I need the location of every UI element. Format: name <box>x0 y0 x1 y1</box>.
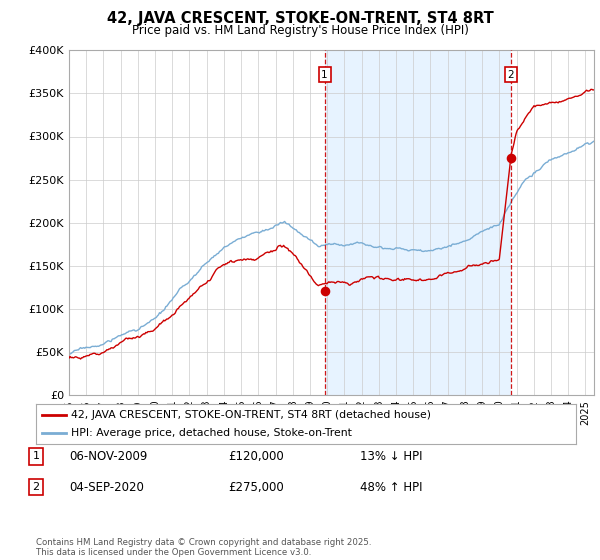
Point <box>320 287 329 296</box>
Text: 42, JAVA CRESCENT, STOKE-ON-TRENT, ST4 8RT: 42, JAVA CRESCENT, STOKE-ON-TRENT, ST4 8… <box>107 11 493 26</box>
Text: 1: 1 <box>322 69 328 80</box>
Text: 2: 2 <box>508 69 514 80</box>
Text: £120,000: £120,000 <box>228 450 284 463</box>
Text: 06-NOV-2009: 06-NOV-2009 <box>69 450 148 463</box>
Text: Contains HM Land Registry data © Crown copyright and database right 2025.
This d: Contains HM Land Registry data © Crown c… <box>36 538 371 557</box>
Bar <box>325 50 511 395</box>
Text: Price paid vs. HM Land Registry's House Price Index (HPI): Price paid vs. HM Land Registry's House … <box>131 24 469 36</box>
Point <box>506 153 515 162</box>
Text: 13% ↓ HPI: 13% ↓ HPI <box>360 450 422 463</box>
Text: HPI: Average price, detached house, Stoke-on-Trent: HPI: Average price, detached house, Stok… <box>71 428 352 438</box>
Text: 1: 1 <box>32 451 40 461</box>
Text: 48% ↑ HPI: 48% ↑ HPI <box>360 480 422 494</box>
Text: £275,000: £275,000 <box>228 480 284 494</box>
Text: 04-SEP-2020: 04-SEP-2020 <box>69 480 144 494</box>
Text: 2: 2 <box>32 482 40 492</box>
Text: 42, JAVA CRESCENT, STOKE-ON-TRENT, ST4 8RT (detached house): 42, JAVA CRESCENT, STOKE-ON-TRENT, ST4 8… <box>71 410 431 420</box>
